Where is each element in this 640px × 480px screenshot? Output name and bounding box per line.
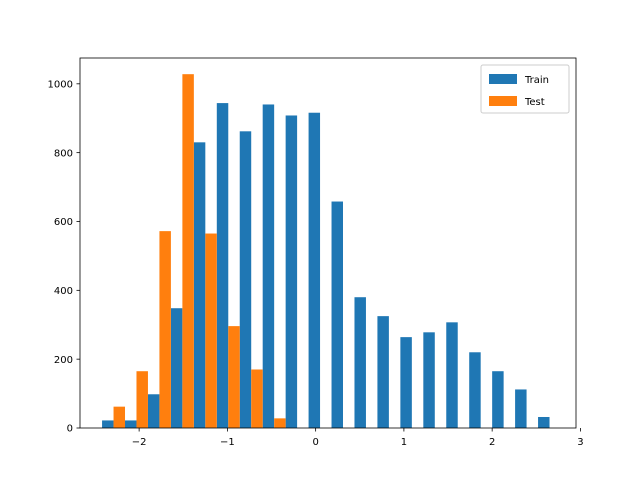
x-tick-label: 2: [489, 437, 495, 448]
x-tick-label: 0: [312, 437, 318, 448]
y-tick-label: 0: [67, 424, 73, 435]
bar-test-bin-5: [228, 326, 240, 428]
y-tick-label: 400: [54, 286, 73, 297]
legend-swatch-test: [489, 96, 517, 106]
legend-label-train: Train: [524, 75, 549, 86]
bars-group: [102, 74, 550, 429]
bar-train-bin-1: [125, 420, 137, 428]
bar-train-bin-18: [515, 389, 527, 428]
y-tick-label: 1000: [48, 79, 73, 90]
bar-train-bin-7: [262, 104, 275, 428]
bar-train-bin-8: [285, 115, 298, 428]
x-axis: −2 −1 0 1 2 3: [132, 428, 584, 448]
bar-test-bin-1: [136, 371, 148, 428]
bar-train-bin-14: [423, 332, 435, 428]
bar-train-bin-5: [216, 103, 229, 428]
bar-train-bin-16: [469, 352, 481, 428]
bar-test-bin-3: [182, 74, 194, 429]
x-tick-label: −1: [220, 437, 235, 448]
x-tick-label: 3: [577, 437, 583, 448]
bar-train-bin-10: [331, 201, 343, 428]
y-tick-label: 200: [54, 355, 73, 366]
bar-test-bin-0: [113, 406, 126, 428]
bar-train-bin-9: [308, 112, 321, 428]
legend-swatch-train: [489, 74, 517, 84]
bar-train-bin-2: [147, 394, 160, 428]
y-axis: 0 200 400 600 800 1000: [48, 79, 80, 435]
bar-train-bin-13: [400, 337, 412, 428]
bar-train-bin-0: [102, 420, 114, 428]
bar-test-bin-7: [274, 418, 286, 428]
y-tick-label: 600: [54, 217, 73, 228]
bar-test-bin-2: [159, 231, 171, 428]
bar-train-bin-6: [239, 131, 252, 428]
bar-train-bin-3: [170, 308, 183, 428]
bar-train-bin-17: [492, 371, 504, 428]
bar-test-bin-6: [251, 369, 263, 428]
y-tick-label: 800: [54, 148, 73, 159]
x-tick-label: −2: [132, 437, 147, 448]
bar-train-bin-15: [446, 322, 458, 428]
legend-label-test: Test: [524, 97, 545, 108]
legend: Train Test: [480, 64, 570, 114]
bar-train-bin-4: [193, 142, 206, 428]
bar-train-bin-11: [354, 297, 366, 428]
bar-train-bin-12: [377, 316, 389, 428]
bar-train-bin-19: [538, 416, 550, 428]
x-tick-label: 1: [401, 437, 407, 448]
plot-frame: [79, 57, 577, 429]
bar-test-bin-4: [205, 233, 217, 428]
